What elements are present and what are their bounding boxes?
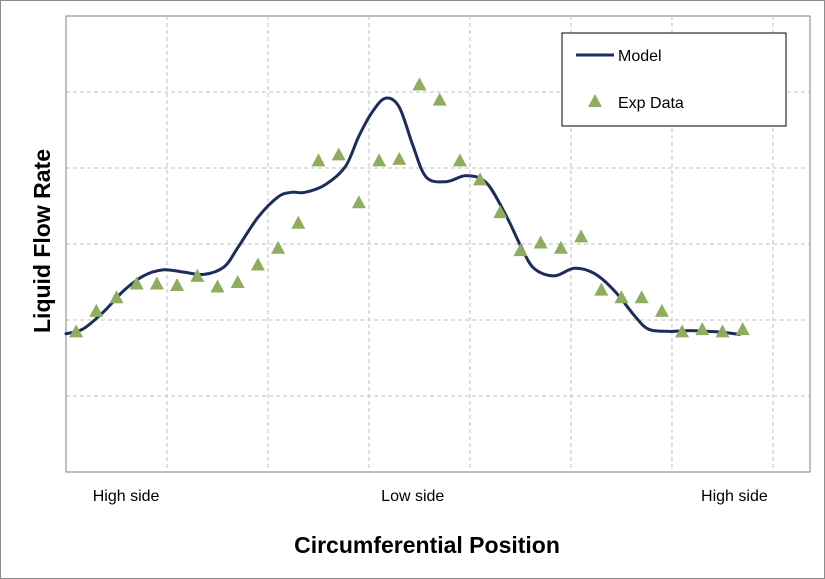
- exp-data-point: [109, 290, 124, 304]
- x-tick-label: Low side: [381, 488, 444, 505]
- exp-data-point: [695, 322, 710, 336]
- exp-data-point: [432, 92, 447, 106]
- exp-data-point: [634, 290, 649, 304]
- legend-exp-data-label: Exp Data: [618, 95, 684, 112]
- exp-data-point: [735, 322, 750, 336]
- exp-data-point: [715, 324, 730, 338]
- exp-data-point: [170, 278, 185, 292]
- x-axis-label: Circumferential Position: [294, 532, 560, 558]
- exp-data-point: [654, 303, 669, 317]
- y-axis-label: Liquid Flow Rate: [29, 149, 55, 333]
- exp-data-point: [675, 324, 690, 338]
- x-tick-labels: High side Low side High side: [93, 488, 768, 505]
- exp-data-point: [331, 147, 346, 161]
- exp-data-point: [271, 240, 286, 254]
- exp-data-point: [311, 153, 326, 167]
- exp-data-point: [473, 172, 488, 186]
- model-series-line: [64, 96, 741, 336]
- legend-exp-data-swatch: [588, 94, 602, 107]
- x-tick-label: High side: [701, 488, 768, 505]
- exp-data-point: [250, 257, 265, 271]
- exp-data-point: [594, 282, 609, 296]
- exp-data-point: [533, 235, 548, 249]
- x-tick-label: High side: [93, 488, 160, 505]
- exp-data-point: [574, 229, 589, 243]
- exp-data-point: [553, 240, 568, 254]
- exp-data-point: [351, 195, 366, 209]
- exp-data-point: [89, 303, 104, 317]
- exp-data-point: [392, 151, 407, 165]
- legend-model-label: Model: [618, 48, 662, 65]
- exp-data-point: [412, 77, 427, 91]
- legend: Model Exp Data: [561, 32, 787, 127]
- exp-data-point: [210, 279, 225, 293]
- exp-data-point: [513, 243, 528, 257]
- exp-data-point: [129, 276, 144, 290]
- exp-data-point: [614, 290, 629, 304]
- exp-data-points: [69, 77, 750, 338]
- exp-data-point: [372, 153, 387, 167]
- exp-data-point: [493, 205, 508, 219]
- exp-data-point: [190, 268, 205, 282]
- exp-data-point: [149, 276, 164, 290]
- exp-data-point: [291, 215, 306, 229]
- exp-data-point: [230, 275, 245, 288]
- legend-box: [561, 32, 787, 127]
- exp-data-point: [69, 324, 84, 338]
- exp-data-point: [452, 153, 467, 167]
